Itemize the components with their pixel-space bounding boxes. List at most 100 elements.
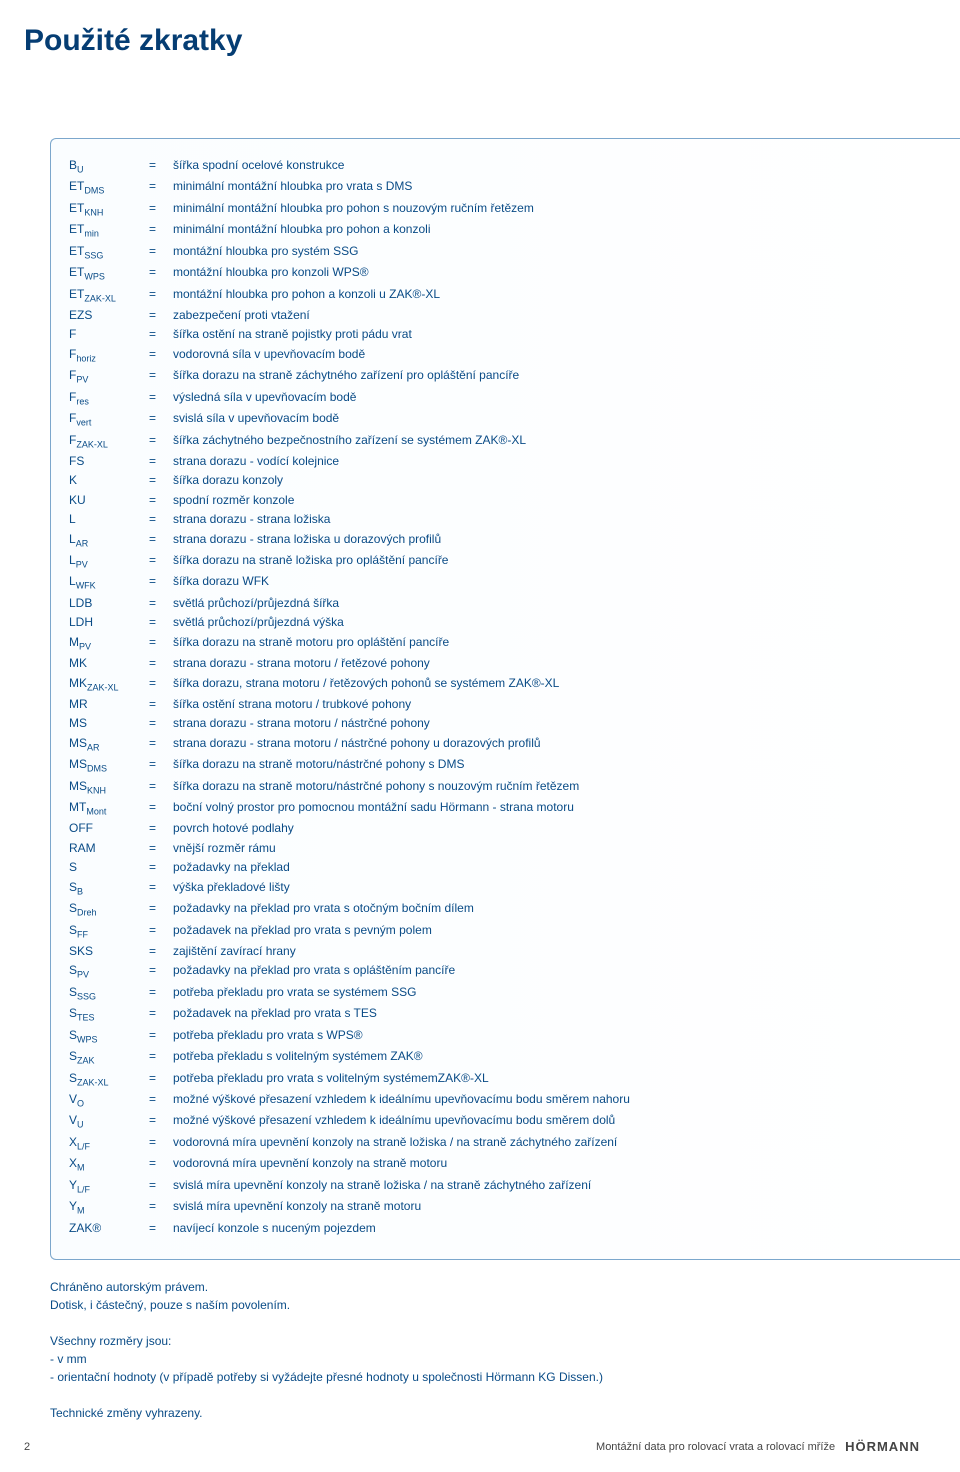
abbr-definition: šířka dorazu na straně motoru pro oplášt… xyxy=(173,634,942,653)
abbr-symbol-sub: PV xyxy=(77,970,89,980)
abbr-symbol-sub: ZAK-XL xyxy=(84,293,116,303)
abbr-equals: = xyxy=(149,696,173,713)
abbr-symbol-sub: U xyxy=(77,164,84,174)
abbr-equals: = xyxy=(149,178,173,197)
abbr-symbol: MKZAK-XL xyxy=(69,675,149,694)
abbr-symbol-sub: WFK xyxy=(76,581,96,591)
abbr-equals: = xyxy=(149,243,173,262)
abbr-symbol-main: L xyxy=(69,532,76,546)
abbr-symbol-main: ET xyxy=(69,265,84,279)
abbr-equals: = xyxy=(149,1005,173,1024)
abbr-equals: = xyxy=(149,264,173,283)
abbr-symbol: ETWPS xyxy=(69,264,149,283)
abbr-symbol: VO xyxy=(69,1091,149,1110)
abbr-symbol-main: X xyxy=(69,1135,77,1149)
abbr-symbol-main: ET xyxy=(69,287,84,301)
abbr-symbol-main: X xyxy=(69,1156,77,1170)
abbr-symbol-sub: B xyxy=(77,886,83,896)
abbr-definition: šířka dorazu konzoly xyxy=(173,472,942,489)
abbr-symbol-main: ET xyxy=(69,201,84,215)
dimensions-line-1: - v mm xyxy=(50,1350,910,1368)
abbr-definition: šířka dorazu, strana motoru / řetězových… xyxy=(173,675,942,694)
abbr-definition: šířka ostění na straně pojistky proti pá… xyxy=(173,326,942,343)
abbr-definition: šířka dorazu na straně ložiska pro opláš… xyxy=(173,552,942,571)
abbr-equals: = xyxy=(149,922,173,941)
abbr-equals: = xyxy=(149,200,173,219)
abbr-definition: strana dorazu - strana motoru / řetězové… xyxy=(173,655,942,672)
abbr-equals: = xyxy=(149,614,173,631)
abbr-symbol-sub: PV xyxy=(76,375,88,385)
abbr-symbol: STES xyxy=(69,1005,149,1024)
abbr-equals: = xyxy=(149,1220,173,1237)
abbr-symbol: VU xyxy=(69,1112,149,1131)
abbr-symbol-sub: AR xyxy=(76,538,89,548)
abbr-symbol-sub: WPS xyxy=(84,272,105,282)
abbr-equals: = xyxy=(149,453,173,470)
abbr-equals: = xyxy=(149,715,173,732)
abbr-equals: = xyxy=(149,492,173,509)
abbr-symbol-sub: Mont xyxy=(86,806,106,816)
abbr-definition: světlá průchozí/průjezdná šířka xyxy=(173,595,942,612)
abbr-equals: = xyxy=(149,900,173,919)
abbr-symbol-main: L xyxy=(69,574,76,588)
abbr-symbol-main: V xyxy=(69,1113,77,1127)
abbr-symbol: Fvert xyxy=(69,410,149,429)
abbr-equals: = xyxy=(149,1112,173,1131)
abbr-definition: svislá síla v upevňovacím bodě xyxy=(173,410,942,429)
abbr-symbol-main: M xyxy=(69,635,79,649)
copyright-line-2: Dotisk, i částečný, pouze s naším povole… xyxy=(50,1296,910,1314)
abbr-symbol-main: ET xyxy=(69,244,84,258)
abbr-equals: = xyxy=(149,410,173,429)
abbr-equals: = xyxy=(149,799,173,818)
abbr-equals: = xyxy=(149,840,173,857)
abbr-symbol: MR xyxy=(69,696,149,713)
copyright-block: Chráněno autorským právem. Dotisk, i čás… xyxy=(50,1278,910,1314)
abbr-symbol-main: L xyxy=(69,553,76,567)
abbr-equals: = xyxy=(149,1027,173,1046)
abbr-symbol: RAM xyxy=(69,840,149,857)
abbr-symbol: ETDMS xyxy=(69,178,149,197)
abbr-definition: šířka ostění strana motoru / trubkové po… xyxy=(173,696,942,713)
abbr-symbol-main: S xyxy=(69,923,77,937)
abbr-symbol: XL/F xyxy=(69,1134,149,1153)
abbr-symbol-main: S xyxy=(69,1006,77,1020)
abbr-definition: výsledná síla v upevňovacím bodě xyxy=(173,389,942,408)
abbr-definition: zajištění zavírací hrany xyxy=(173,943,942,960)
abbr-equals: = xyxy=(149,531,173,550)
abbr-definition: montážní hloubka pro pohon a konzoli u Z… xyxy=(173,286,942,305)
abbr-symbol: BU xyxy=(69,157,149,176)
abbr-definition: potřeba překladu s volitelným systémem Z… xyxy=(173,1048,942,1067)
abbr-symbol-main: S xyxy=(69,1071,77,1085)
abbr-equals: = xyxy=(149,1048,173,1067)
abbr-definition: strana dorazu - strana ložiska u dorazov… xyxy=(173,531,942,550)
abbr-symbol-main: V xyxy=(69,1092,77,1106)
abbr-definition: minimální montážní hloubka pro pohon s n… xyxy=(173,200,942,219)
abbr-equals: = xyxy=(149,326,173,343)
abbr-equals: = xyxy=(149,573,173,592)
abbr-symbol-sub: DMS xyxy=(84,186,104,196)
abbr-definition: vnější rozměr rámu xyxy=(173,840,942,857)
abbr-definition: povrch hotové podlahy xyxy=(173,820,942,837)
abbr-definition: šířka spodní ocelové konstrukce xyxy=(173,157,942,176)
abbr-definition: montážní hloubka pro konzoli WPS® xyxy=(173,264,942,283)
tech-changes-text: Technické změny vyhrazeny. xyxy=(50,1404,910,1422)
abbr-definition: potřeba překladu pro vrata se systémem S… xyxy=(173,984,942,1003)
abbr-definition: požadavky na překlad xyxy=(173,859,942,876)
abbr-symbol-main: MS xyxy=(69,757,87,771)
abbr-equals: = xyxy=(149,1070,173,1089)
abbr-definition: strana dorazu - strana motoru / nástrčné… xyxy=(173,735,942,754)
abbr-definition: minimální montážní hloubka pro vrata s D… xyxy=(173,178,942,197)
abbr-symbol-main: S xyxy=(69,1049,77,1063)
abbr-symbol: L xyxy=(69,511,149,528)
abbr-definition: strana dorazu - vodící kolejnice xyxy=(173,453,942,470)
abbr-definition: požadavky na překlad pro vrata s otočným… xyxy=(173,900,942,919)
abbr-symbol-main: S xyxy=(69,963,77,977)
abbr-symbol: LPV xyxy=(69,552,149,571)
abbr-definition: potřeba překladu pro vrata s volitelným … xyxy=(173,1070,942,1089)
page-title: Použité zkratky xyxy=(24,24,920,58)
abbr-definition: minimální montážní hloubka pro pohon a k… xyxy=(173,221,942,240)
abbr-symbol-sub: KNH xyxy=(84,207,103,217)
abbr-symbol-sub: Dreh xyxy=(77,907,97,917)
abbr-equals: = xyxy=(149,943,173,960)
abbr-symbol-sub: ZAK-XL xyxy=(76,439,108,449)
